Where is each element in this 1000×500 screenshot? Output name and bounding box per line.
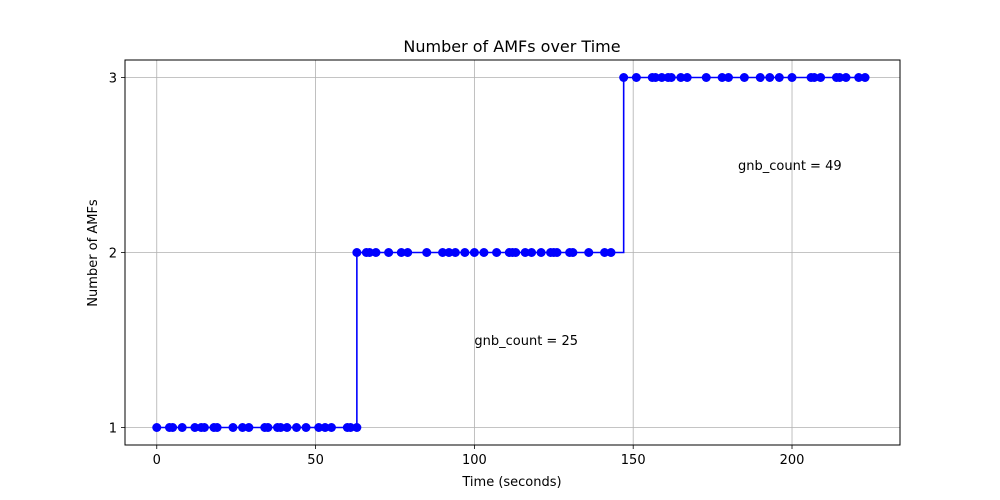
data-point-marker — [212, 423, 222, 432]
data-point-marker — [717, 73, 727, 82]
data-point-marker — [460, 248, 470, 257]
y-tick-label: 1 — [109, 422, 117, 437]
data-point-marker — [765, 73, 775, 82]
data-point-marker — [371, 248, 381, 257]
data-point-marker — [584, 248, 594, 257]
data-point-marker — [469, 248, 479, 257]
annotation-label: gnb_count = 25 — [474, 334, 578, 349]
series-layer — [152, 73, 870, 432]
data-point-marker — [860, 73, 870, 82]
x-tick-label: 50 — [307, 453, 324, 468]
data-point-marker — [438, 248, 448, 257]
data-point-marker — [199, 423, 209, 432]
data-point-marker — [263, 423, 273, 432]
data-point-marker — [511, 248, 521, 257]
chart-title: Number of AMFs over Time — [403, 37, 620, 56]
data-point-marker — [384, 248, 394, 257]
data-point-marker — [282, 423, 292, 432]
x-tick-label: 150 — [621, 453, 646, 468]
data-point-marker — [676, 73, 686, 82]
annotation-label: gnb_count = 49 — [738, 159, 842, 174]
data-point-marker — [606, 248, 616, 257]
y-axis-label: Number of AMFs — [86, 199, 101, 307]
data-point-marker — [774, 73, 784, 82]
data-point-marker — [552, 248, 562, 257]
data-point-marker — [365, 248, 375, 257]
data-point-marker — [396, 248, 406, 257]
data-point-marker — [631, 73, 641, 82]
data-point-marker — [314, 423, 324, 432]
tick-layer: 0 50 100 150 200 1 2 3 — [109, 72, 805, 469]
data-point-marker — [292, 423, 302, 432]
data-point-marker — [276, 423, 286, 432]
data-point-marker — [835, 73, 845, 82]
data-point-marker — [352, 423, 362, 432]
data-point-marker — [346, 423, 356, 432]
data-point-marker — [320, 423, 330, 432]
annotation-layer: gnb_count = 25 gnb_count = 49 — [474, 159, 841, 349]
data-point-marker — [527, 248, 537, 257]
y-tick-label: 2 — [109, 247, 117, 262]
data-point-marker — [854, 73, 864, 82]
data-point-marker — [479, 248, 489, 257]
y-tick-label: 3 — [109, 72, 117, 87]
data-point-marker — [536, 248, 546, 257]
data-point-marker — [619, 73, 629, 82]
data-point-marker — [238, 423, 248, 432]
data-point-marker — [450, 248, 460, 257]
data-point-marker — [666, 73, 676, 82]
data-point-marker — [568, 248, 578, 257]
data-point-marker — [657, 73, 667, 82]
data-point-marker — [301, 423, 311, 432]
data-point-marker — [816, 73, 826, 82]
data-point-marker — [701, 73, 711, 82]
data-point-marker — [787, 73, 797, 82]
data-point-marker — [228, 423, 238, 432]
data-point-marker — [444, 248, 454, 257]
data-point-marker — [244, 423, 254, 432]
data-point-marker — [650, 73, 660, 82]
data-point-marker — [190, 423, 200, 432]
data-point-marker — [600, 248, 610, 257]
data-point-marker — [152, 423, 162, 432]
data-point-marker — [352, 248, 362, 257]
data-point-marker — [403, 248, 413, 257]
data-point-marker — [755, 73, 765, 82]
data-point-marker — [841, 73, 851, 82]
x-axis-label: Time (seconds) — [461, 475, 561, 490]
data-point-marker — [520, 248, 530, 257]
x-tick-label: 0 — [153, 453, 161, 468]
data-point-marker — [739, 73, 749, 82]
x-tick-label: 100 — [462, 453, 487, 468]
data-point-marker — [492, 248, 502, 257]
data-point-marker — [177, 423, 187, 432]
data-point-marker — [326, 423, 336, 432]
x-tick-label: 200 — [780, 453, 805, 468]
data-point-marker — [422, 248, 432, 257]
data-point-marker — [682, 73, 692, 82]
data-point-marker — [723, 73, 733, 82]
data-point-marker — [168, 423, 178, 432]
data-point-marker — [809, 73, 819, 82]
